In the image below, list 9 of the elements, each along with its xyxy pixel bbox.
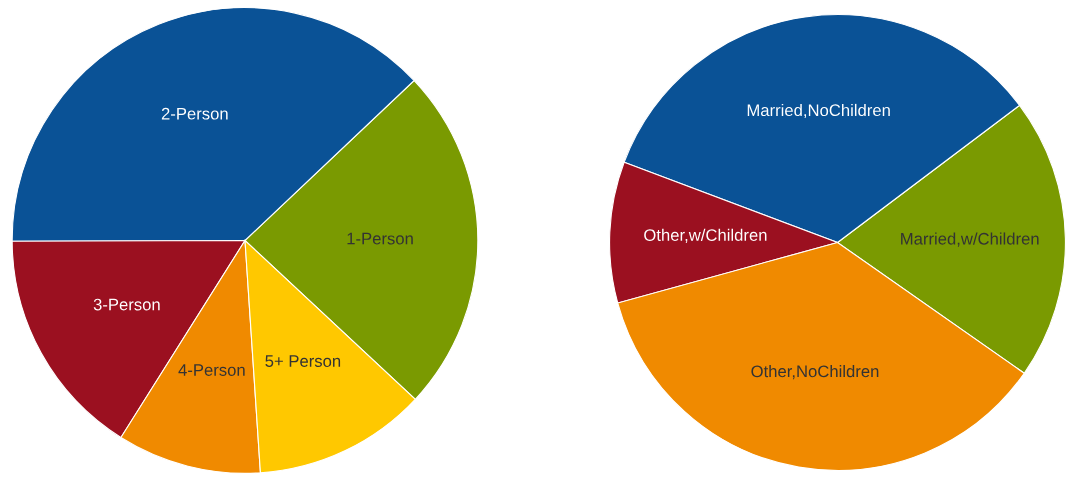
slice-label: Married,w/Children	[901, 232, 1039, 247]
slice-label: 3-Person	[93, 298, 160, 311]
slice-label: 1-Person	[347, 232, 413, 245]
slice-label: Married,NoChildren	[747, 103, 890, 119]
slice-label: Other,NoChildren	[751, 365, 879, 380]
slice-label: 5+ Person	[265, 355, 341, 367]
slice-label: Other,w/Children	[644, 228, 767, 243]
slice-label: 2-Person	[161, 107, 228, 120]
slice-label: 4-Person	[178, 364, 245, 376]
